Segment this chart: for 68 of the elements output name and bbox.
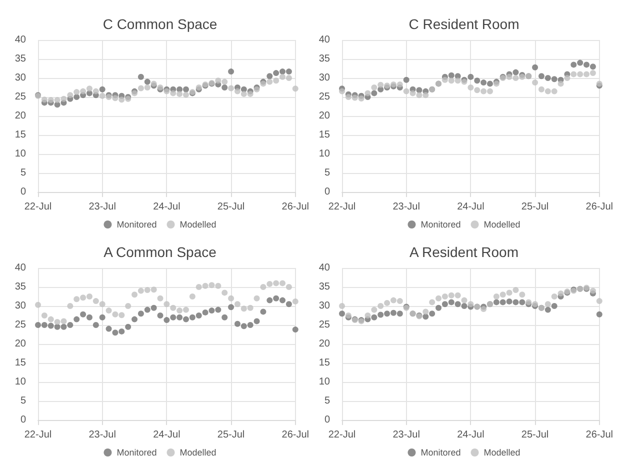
x-tick-label: 25-Jul [217,202,245,212]
y-tick-label: 40 [318,262,330,274]
y-tick-label: 10 [318,376,330,388]
x-tick-label: 22-Jul [24,430,52,440]
y-tick-label: 10 [14,376,26,388]
y-tick-label: 20 [14,338,26,350]
y-tick-label: 25 [318,320,330,330]
y-tick-label: 40 [14,34,26,46]
chart-title: A Common Space [104,244,217,260]
y-tick-label: 25 [318,92,330,102]
x-tick-label: 26-Jul [282,430,310,440]
x-tick-label: 22-Jul [328,430,356,440]
legend-label: Modelled [484,448,520,458]
chart-title: A Resident Room [410,244,518,260]
x-tick-label: 24-Jul [153,202,180,212]
x-tick-label: 26-Jul [282,202,310,212]
y-tick-label: 20 [318,338,330,350]
y-tick-label: 30 [14,72,26,84]
y-tick-label: 25 [14,320,26,330]
y-tick-label: 20 [14,110,26,122]
y-tick-label: 30 [318,72,330,84]
y-tick-label: 15 [318,358,330,368]
legend-label: Modelled [180,220,216,230]
y-tick-label: 0 [324,414,330,426]
y-tick-label: 30 [14,300,26,312]
x-tick-label: 25-Jul [521,430,549,440]
y-tick-label: 0 [20,186,26,198]
legend-label: Monitored [116,448,157,458]
y-tick-label: 40 [318,34,330,46]
y-tick-label: 35 [318,282,330,292]
legend-label: Modelled [484,220,520,230]
y-tick-label: 10 [14,148,26,160]
y-tick-label: 40 [14,262,26,274]
y-tick-label: 30 [318,300,330,312]
y-tick-label: 15 [318,130,330,140]
y-tick-label: 5 [324,396,330,406]
y-tick-label: 35 [318,54,330,64]
legend-label: Monitored [420,220,461,230]
x-tick-label: 23-Jul [392,430,420,440]
legend-label: Monitored [420,448,461,458]
x-tick-label: 24-Jul [457,430,484,440]
x-tick-label: 25-Jul [521,202,549,212]
x-tick-label: 23-Jul [88,202,116,212]
y-tick-label: 15 [14,130,26,140]
x-tick-label: 23-Jul [88,430,116,440]
chart-title: C Common Space [102,16,218,32]
x-tick-label: 23-Jul [392,202,420,212]
x-tick-label: 22-Jul [24,202,52,212]
y-tick-label: 25 [14,92,26,102]
x-tick-label: 22-Jul [328,202,356,212]
y-tick-label: 35 [14,282,26,292]
y-tick-label: 20 [318,110,330,122]
y-tick-label: 0 [324,186,330,198]
y-tick-label: 5 [20,168,26,178]
y-tick-label: 5 [324,168,330,178]
y-tick-label: 5 [20,396,26,406]
chart-title: C Resident Room [408,16,520,32]
legend-label: Modelled [180,448,216,458]
y-tick-label: 15 [14,358,26,368]
y-tick-label: 35 [14,54,26,64]
x-tick-label: 25-Jul [217,430,245,440]
x-tick-label: 24-Jul [153,430,180,440]
x-tick-label: 26-Jul [586,202,614,212]
y-tick-label: 10 [318,148,330,160]
legend-label: Monitored [116,220,157,230]
y-tick-label: 0 [20,414,26,426]
x-tick-label: 24-Jul [457,202,484,212]
x-tick-label: 26-Jul [586,430,614,440]
